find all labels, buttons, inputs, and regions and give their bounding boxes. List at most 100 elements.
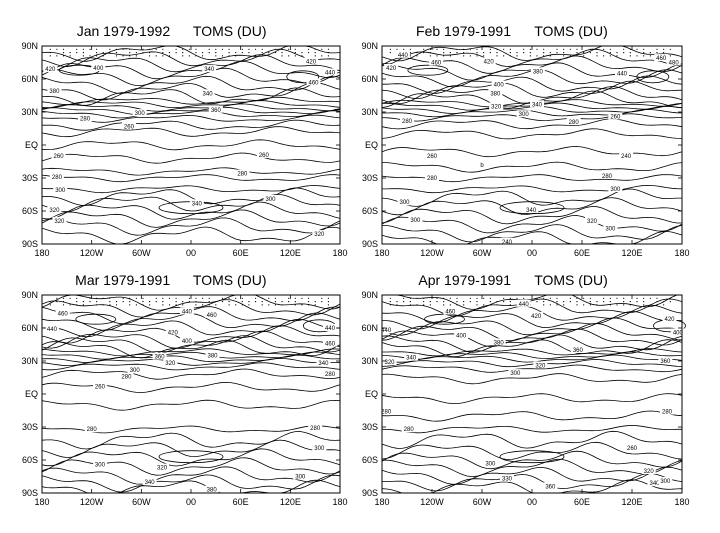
contour-line [41,48,341,68]
stipple-dot [129,297,131,299]
contour-label: 280 [87,427,98,433]
stipple-dot [603,55,605,57]
stipple-dot [476,48,478,50]
contour-label-bg [500,237,514,245]
stipple-dot [603,297,605,299]
contour-label: 420 [484,59,495,65]
contour-label: 320 [157,466,168,472]
contour-label: 240 [621,154,632,160]
stipple-dot [403,301,405,303]
contour-label-bg [660,407,674,415]
stipple-dot [649,55,651,57]
contour-line [41,399,341,411]
stipple-dot [409,301,411,303]
x-tick-label: 120E [621,248,642,258]
contour-label: 440 [325,326,336,332]
stipple-dot [409,48,411,50]
stipple-dot [569,301,571,303]
panel-title-source: TOMS (DU) [193,23,267,39]
contour-label-bg [615,69,629,77]
y-tick-label: EQ [25,140,38,150]
contour-label-bg [256,150,271,158]
contour-line [381,441,683,460]
y-tick-label: 90N [361,290,378,300]
stipple-dot [327,301,330,303]
stipple-dot [476,304,478,306]
contour-line [381,425,682,434]
y-tick-label: 60N [21,74,38,84]
stipple-dot [576,52,578,54]
stipple-dot [115,55,118,57]
stipple-dot [281,304,283,306]
stipple-dot [596,301,598,303]
contour-line [382,161,683,173]
contour-label: 320 [54,219,65,225]
stipple-dot [261,297,263,299]
contour-label-bg [397,198,412,206]
contour-label: 330 [502,477,513,483]
stipple-dot [429,52,431,54]
stipple-dot [649,304,651,306]
stipple-dot [663,48,665,50]
stipple-dot [576,304,578,306]
contour-label: 260 [627,446,638,452]
contour-label: 340 [318,361,329,367]
stipple-dot [62,301,65,303]
stipple-dot [629,55,631,57]
stipple-dot [235,297,237,299]
stipple-dot [443,48,445,50]
stipple-dot [443,55,445,57]
stipple-dot [469,297,471,299]
y-tick-label: 60S [362,206,378,216]
stipple-dot [56,301,58,303]
stipple-dot [483,304,485,306]
stipple-dot [129,48,131,50]
stipple-dot [536,55,538,57]
stipple-dot [396,304,398,306]
stipple-dot [274,52,277,54]
stipple-dot [294,297,296,299]
contour-line [381,359,683,368]
contour-label-bg [316,359,331,367]
contour-line [381,458,683,478]
contour-line [382,348,683,357]
stipple-dot [443,304,445,306]
contour-line [381,364,683,373]
stipple-dot [89,55,91,57]
contour-line [381,206,682,225]
stipple-dot [643,304,645,306]
stipple-dot [56,55,58,57]
contour-line [41,103,341,112]
contour-label-bg [384,64,399,71]
x-tick-label: 00 [186,248,196,258]
stipple-dot [416,55,418,57]
stipple-dot [529,48,531,50]
contour-label-bg [608,112,623,120]
stipple-dot [195,52,197,54]
contour-label: 300 [410,218,421,224]
stipple-dot [142,301,144,303]
stipple-dot [162,304,164,306]
stipple-dot [629,301,631,303]
panel-title-source: TOMS (DU) [534,272,608,288]
contour-label-bg [489,102,504,110]
stipple-dot [62,55,65,57]
contour-line [381,80,683,100]
stipple-dot [62,297,65,299]
stipple-dot [569,297,571,299]
contour-lines [41,45,341,245]
stipple-dot [261,301,263,303]
stipple-dot [509,52,511,54]
stipple-dot [135,52,137,54]
contour-line [381,323,683,342]
contour-label: 360 [211,108,222,114]
stipple-dot [623,48,625,50]
stipple-dot [175,297,177,299]
stipple-dot [463,304,465,306]
y-tick-label: 90S [362,488,378,498]
stipple-dot [543,52,545,54]
contour-label-bg [603,224,618,232]
stipple-dot [228,301,230,303]
contour-label: 360 [545,484,556,490]
